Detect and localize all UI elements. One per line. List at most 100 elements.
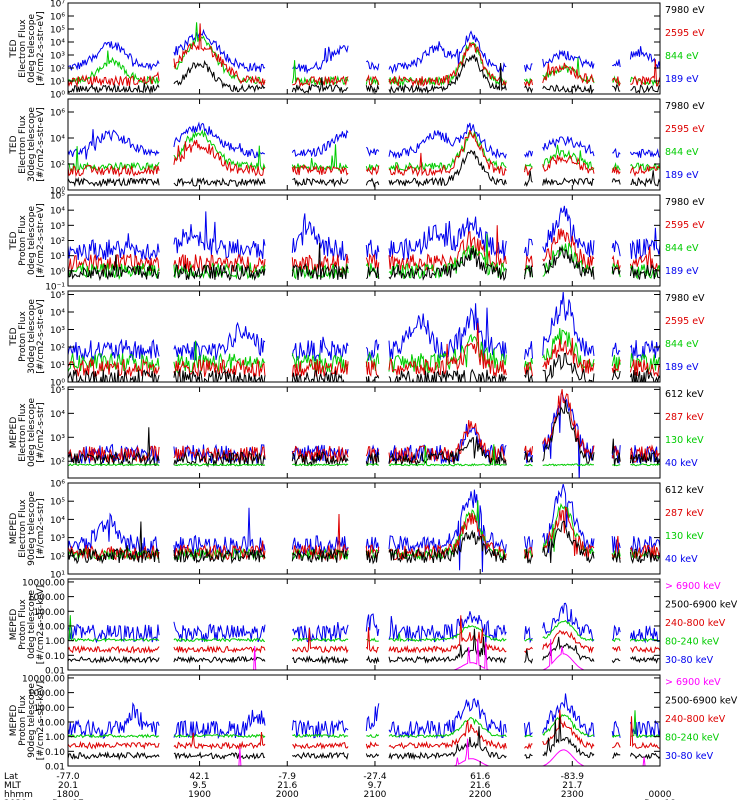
panel-5-ytick-label-2: 10³ bbox=[50, 534, 65, 544]
panel-2-series-3-segment-4 bbox=[388, 247, 507, 282]
panel-3-series-2-segment-6 bbox=[542, 337, 595, 374]
panel-7-series-3-segment-5 bbox=[524, 753, 533, 760]
panel-1-series-3-segment-3 bbox=[365, 177, 380, 188]
panel-2-series-0-segment-6 bbox=[542, 205, 595, 258]
panel-7-ytick-label-6: 10000.00 bbox=[22, 674, 65, 684]
panel-6-series-2-segment-7 bbox=[611, 646, 621, 653]
panel-4-ytick-label-0: 10² bbox=[50, 458, 65, 468]
panel-3-series-0-segment-0 bbox=[68, 338, 160, 362]
panel-0-series-2-segment-6 bbox=[542, 62, 595, 85]
panel-6-series-0-segment-3 bbox=[365, 613, 380, 636]
panel-4-series-2-segment-5 bbox=[524, 450, 533, 463]
panel-0-ylabel-line-3: [#/cm2-s-str-eV] bbox=[36, 11, 46, 86]
x-tick-1-mlt: 9.5 bbox=[192, 781, 206, 791]
panel-4-traces bbox=[68, 389, 660, 478]
panel-2-series-3-segment-1 bbox=[173, 263, 266, 282]
panel-2-series-0-segment-5 bbox=[524, 238, 533, 258]
panel-6-legend-2: 240-800 keV bbox=[665, 618, 726, 629]
panel-7-ylabel: MEPEDProton Flux90deg telescope[#/cm2-s-… bbox=[9, 681, 46, 760]
panel-0-ylabel-line-2: 0deg telescope bbox=[27, 14, 37, 84]
panel-1-legend-3: 189 eV bbox=[665, 170, 699, 181]
panel-6-series-1-segment-1 bbox=[173, 637, 266, 643]
panel-7-traces bbox=[68, 693, 660, 766]
panel-0-series-3-segment-0 bbox=[68, 82, 160, 94]
panel-1-series-3-segment-1 bbox=[173, 177, 266, 188]
panel-4: 10² 10³ 10⁴ 10⁵ MEPEDElectron Flux0deg teles… bbox=[9, 386, 704, 479]
panel-7-series-1-segment-0 bbox=[68, 733, 160, 739]
panel-0-ytick-label-5: 10⁵ bbox=[50, 26, 65, 36]
panel-7-series-3-segment-6 bbox=[542, 716, 595, 758]
panel-1-series-2-segment-4 bbox=[388, 129, 507, 178]
panel-5-series-0-segment-6 bbox=[542, 483, 595, 553]
panel-0-series-2-segment-4 bbox=[388, 42, 507, 88]
panel-5-ylabel-line-1: Electron Flux bbox=[18, 499, 28, 558]
panel-7-series-0-segment-8 bbox=[629, 719, 660, 738]
panel-3-series-3-segment-4 bbox=[388, 368, 507, 382]
panel-4-series-3-segment-5 bbox=[524, 463, 533, 467]
panel-5-traces bbox=[68, 483, 660, 573]
panel-6-legend-1: 2500-6900 keV bbox=[665, 600, 738, 611]
panel-4-series-3-segment-3 bbox=[366, 463, 379, 466]
panel-2: 10⁻¹ 10⁰ 10¹ 10² 10³ 10⁴ 10⁵ TEDProton Flux0deg… bbox=[9, 192, 705, 293]
panel-7-ylabel-line-1: Proton Flux bbox=[18, 695, 28, 746]
panel-3-ytick-label-1: 10¹ bbox=[50, 361, 65, 371]
panel-4-series-1-segment-6 bbox=[542, 389, 595, 459]
panel-3-series-1-segment-7 bbox=[611, 354, 621, 373]
panel-5-legend-1: 287 keV bbox=[665, 508, 704, 519]
panel-0-series-0-segment-2 bbox=[292, 44, 349, 75]
panel-1-frame bbox=[67, 98, 661, 191]
panel-7-series-1-segment-1 bbox=[173, 733, 266, 739]
panel-6-series-3-segment-1 bbox=[173, 655, 266, 664]
panel-6-frame bbox=[67, 578, 661, 671]
panel-7-series-3-segment-2 bbox=[291, 751, 349, 760]
panel-2-series-3-segment-3 bbox=[366, 266, 380, 280]
panel-2-series-3-segment-5 bbox=[524, 265, 533, 280]
x-tick-0-mlt: 20.1 bbox=[58, 781, 78, 791]
panel-2-series-0-segment-0 bbox=[68, 233, 160, 262]
panel-0-ytick-label-7: 10⁷ bbox=[50, 0, 65, 10]
panel-0-series-2-segment-7 bbox=[611, 76, 621, 87]
panel-2-series-1-segment-6 bbox=[542, 228, 595, 270]
panel-5-series-2-segment-3 bbox=[365, 544, 380, 560]
panel-6-series-3-segment-7 bbox=[611, 658, 621, 664]
panel-4-frame bbox=[67, 386, 661, 479]
panel-6-series-2-segment-5 bbox=[524, 646, 533, 654]
panel-0-legend-1: 2595 eV bbox=[665, 28, 705, 39]
panel-7-series-2-segment-6 bbox=[542, 709, 595, 750]
panel-7-series-3-segment-0 bbox=[68, 751, 160, 761]
panel-3-series-2-segment-0 bbox=[68, 357, 160, 378]
panel-2-legend-0: 7980 eV bbox=[665, 197, 705, 208]
panel-7-series-3-segment-3 bbox=[365, 753, 380, 759]
panel-6-legend-3: 80-240 keV bbox=[665, 637, 720, 648]
panel-0-series-2-segment-0 bbox=[68, 71, 160, 88]
panel-4-legend-1: 287 keV bbox=[665, 412, 704, 423]
panel-0-series-0-segment-0 bbox=[68, 41, 160, 72]
panel-6-legend-0: > 6900 keV bbox=[665, 581, 721, 592]
panel-3-series-2-segment-5 bbox=[524, 361, 533, 377]
panel-6-series-3-segment-8 bbox=[630, 655, 660, 664]
panel-5-legend-2: 130 keV bbox=[665, 531, 704, 542]
panel-4-series-0-segment-1 bbox=[173, 443, 266, 465]
panel-2-series-3-segment-2 bbox=[291, 242, 349, 280]
panel-7-series-3-segment-8 bbox=[629, 752, 660, 760]
panel-6-series-1-segment-2 bbox=[291, 637, 349, 643]
panel-5-series-2-segment-5 bbox=[524, 546, 533, 560]
panel-6-series-4-segment-6 bbox=[542, 639, 587, 670]
panel-2-traces bbox=[68, 205, 660, 282]
panel-0-series-2-segment-2 bbox=[292, 75, 349, 88]
panel-7-series-2-segment-0 bbox=[68, 740, 160, 750]
panel-7-legend-4: 30-80 keV bbox=[665, 751, 714, 762]
panel-6-legend-4: 30-80 keV bbox=[665, 655, 714, 666]
panel-4-series-2-segment-7 bbox=[611, 438, 621, 467]
x-tick-6-hhmm: 0000 bbox=[649, 790, 672, 800]
panel-3-series-0-segment-6 bbox=[542, 291, 595, 357]
panel-3-ytick-label-0: 10⁰ bbox=[50, 379, 65, 389]
panel-1-legend-2: 844 eV bbox=[665, 147, 699, 158]
panel-2-series-0-segment-4 bbox=[388, 216, 507, 261]
panel-0-ylabel-line-1: Electron Flux bbox=[18, 19, 28, 78]
panel-3-series-1-segment-1 bbox=[173, 340, 266, 374]
panel-3-series-2-segment-2 bbox=[291, 358, 349, 377]
panel-1-series-2-segment-2 bbox=[291, 164, 349, 176]
panel-4-series-2-segment-6 bbox=[542, 400, 595, 465]
